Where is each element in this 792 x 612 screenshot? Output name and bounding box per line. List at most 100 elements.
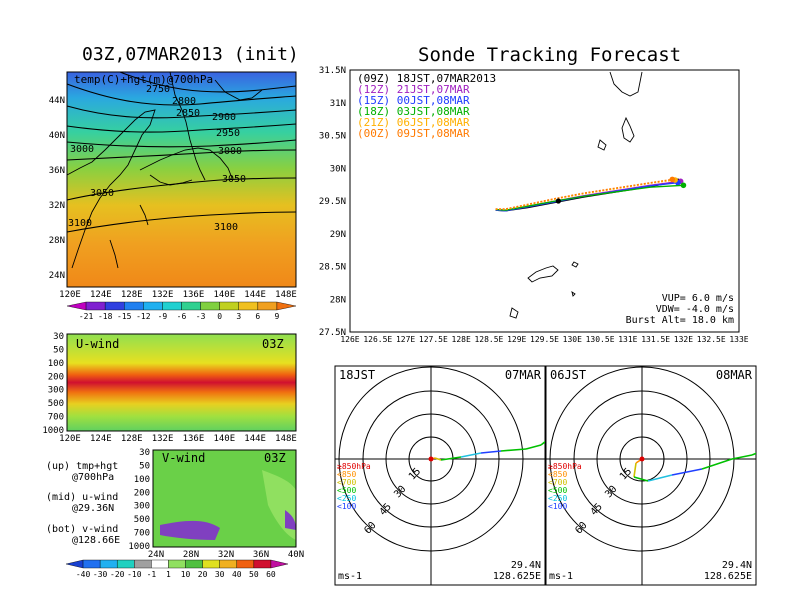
polar-position-lon: 128.625E <box>493 571 541 582</box>
note-line: @29.36N <box>72 503 114 514</box>
contour-label: 2800 <box>172 96 196 107</box>
polar-ring-label: 45 <box>589 502 605 518</box>
pressure-tick-label: 1000 <box>128 542 150 552</box>
colorbar-swatch <box>99 559 118 569</box>
colorbar-swatch <box>270 559 289 569</box>
lat-tick-label: 36N <box>253 550 269 560</box>
temperature-colorbar <box>66 301 297 311</box>
polar-ring-label: 60 <box>362 520 378 536</box>
lat-tick-label: 44N <box>49 96 65 106</box>
contour-label: 3000 <box>218 146 242 157</box>
lon-tick-label: 148E <box>275 290 297 300</box>
polar-ring <box>338 366 524 552</box>
polar-ring <box>549 366 735 552</box>
polar-time-label: 06JST <box>550 368 586 382</box>
hodograph-legend-entry: <250 <box>548 494 567 503</box>
polar-date-label: 08MAR <box>716 368 753 382</box>
tracking-frame <box>349 69 740 333</box>
track-line <box>495 180 681 211</box>
legend-entry: (12Z) 21JST,07MAR <box>357 83 470 96</box>
colorbar-label: -18 <box>98 312 113 321</box>
track-line <box>495 180 679 212</box>
track-series <box>495 176 687 212</box>
colorbar-swatch <box>65 559 84 569</box>
polar-date-label: 07MAR <box>505 368 542 382</box>
lat-tick-label: 36N <box>49 166 65 176</box>
lat-tick-label: 40N <box>288 550 304 560</box>
colorbar-label: 3 <box>236 312 241 321</box>
colorbar-label: -1 <box>147 570 157 579</box>
colorbar-swatch <box>117 559 135 569</box>
hodograph-legend-entry: ≥850hPa <box>548 462 582 471</box>
polar-position-lat: 29.4N <box>511 560 541 571</box>
lon-tick-label: 131E <box>618 335 637 344</box>
lon-tick-label: 124E <box>90 434 112 444</box>
track-end-point <box>672 177 678 183</box>
hodograph-segment <box>751 452 756 456</box>
lon-tick-label: 128E <box>121 290 143 300</box>
pressure-tick-label: 50 <box>139 461 150 471</box>
tracking-parameter: VDW= -4.0 m/s <box>656 304 734 315</box>
polar-ring-label: 60 <box>573 520 589 536</box>
colorbar-label: -12 <box>136 312 151 321</box>
legend-entry: (09Z) 18JST,07MAR2013 <box>357 72 496 85</box>
legend-entry: (21Z) 06JST,08MAR <box>357 116 470 129</box>
colorbar-swatch <box>276 301 297 311</box>
uwind-label: U-wind <box>76 337 119 351</box>
colorbar-label: 6 <box>255 312 260 321</box>
lon-tick-label: 131.5E <box>641 335 670 344</box>
colorbar-label: 1 <box>166 570 171 579</box>
note-line: (up) tmp+hgt <box>46 461 118 472</box>
tracking-legend: (09Z) 18JST,07MAR2013(12Z) 21JST,07MAR (1… <box>357 72 496 140</box>
pressure-tick-label: 50 <box>53 345 64 355</box>
colorbar-label: 20 <box>198 570 208 579</box>
vwind-frame <box>152 449 297 548</box>
colorbar-label: 30 <box>215 570 225 579</box>
legend-entry: (18Z) 03JST,08MAR <box>357 105 470 118</box>
pressure-tick-label: 300 <box>48 386 64 396</box>
colorbar-swatch <box>151 559 169 569</box>
polar-ring <box>385 413 477 505</box>
contour-label: 3050 <box>90 188 114 199</box>
colorbar-label: 60 <box>266 570 276 579</box>
note-line: (bot) v-wind <box>46 524 118 535</box>
lon-tick-label: 128E <box>121 434 143 444</box>
lon-tick-label: 132E <box>152 434 174 444</box>
lat-tick-label: 32N <box>218 550 234 560</box>
lon-tick-label: 124E <box>90 290 112 300</box>
vwind-pressure-ticks: 30 50 100 200 300 500 700 1000 <box>128 448 150 552</box>
map700-field <box>67 72 296 287</box>
polar-ring <box>619 436 665 482</box>
map700-frame <box>66 71 297 288</box>
lon-tick-label: 129.5E <box>530 335 559 344</box>
lon-tick-label: 132E <box>152 290 174 300</box>
lon-tick-label: 127.5E <box>419 335 448 344</box>
lon-tick-label: 132.5E <box>697 335 726 344</box>
hodograph-segment <box>635 458 643 464</box>
lon-tick-label: 130.5E <box>586 335 615 344</box>
hodograph-segment <box>731 454 753 460</box>
contour-label: 3000 <box>70 144 94 155</box>
lon-tick-label: 136E <box>183 290 205 300</box>
pressure-tick-label: 30 <box>139 448 150 458</box>
hodograph-segment <box>430 457 436 460</box>
colorbar-swatch <box>236 559 255 569</box>
track-line <box>495 184 684 211</box>
colorbar-label: 10 <box>181 570 191 579</box>
colorbar-label: 40 <box>232 570 242 579</box>
polar-ring <box>596 413 688 505</box>
colorbar-label: -6 <box>177 312 187 321</box>
polar-ring <box>408 436 454 482</box>
colorbar-swatch <box>219 301 239 311</box>
lon-tick-label: 133E <box>729 335 748 344</box>
colorbar-swatch <box>168 559 186 569</box>
pressure-tick-label: 300 <box>134 502 150 512</box>
tracking-islands <box>509 71 643 319</box>
panel-notes: (up) tmp+hgt@700hPa (mid) u-wind@29.36N … <box>46 461 120 546</box>
uwind-frame <box>66 333 297 432</box>
colorbar-swatch <box>143 301 163 311</box>
lat-tick-label: 28N <box>183 550 199 560</box>
